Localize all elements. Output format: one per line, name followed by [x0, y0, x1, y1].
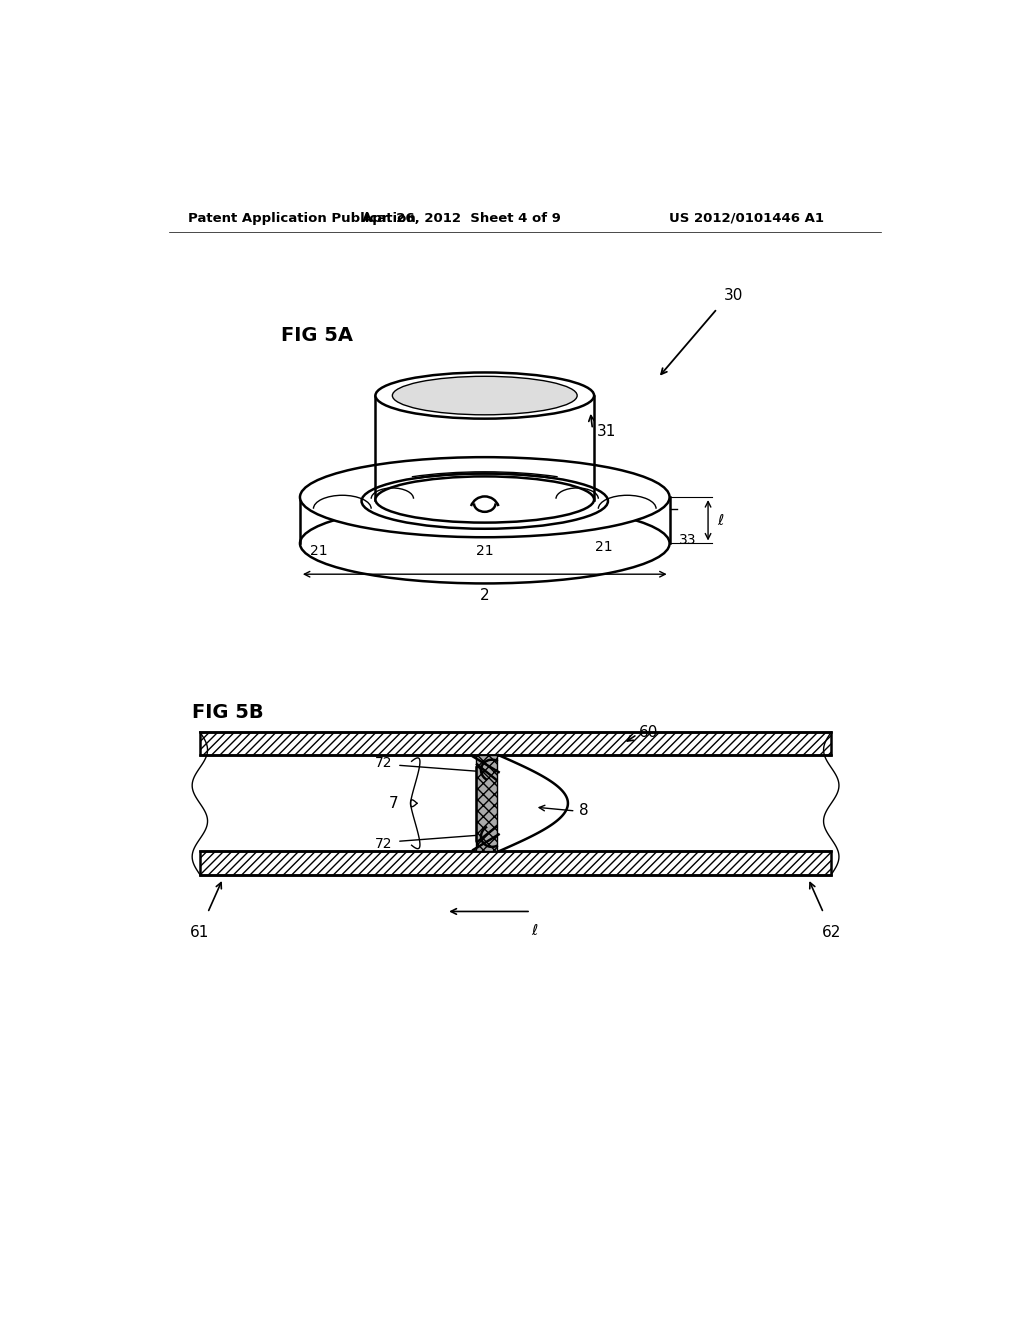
- Text: FIG 5A: FIG 5A: [281, 326, 352, 345]
- Ellipse shape: [376, 477, 594, 523]
- Text: 21: 21: [476, 544, 494, 558]
- Text: 21: 21: [595, 540, 613, 554]
- Bar: [475, 755, 497, 851]
- Text: ℓ: ℓ: [717, 512, 724, 528]
- Text: 7: 7: [389, 796, 398, 810]
- Text: Apr. 26, 2012  Sheet 4 of 9: Apr. 26, 2012 Sheet 4 of 9: [362, 213, 561, 224]
- Text: FIG 5B: FIG 5B: [193, 704, 264, 722]
- Text: 61: 61: [190, 924, 210, 940]
- Text: ℓ: ℓ: [531, 923, 538, 939]
- Text: 62: 62: [821, 924, 841, 940]
- Bar: [200, 733, 831, 755]
- Ellipse shape: [376, 372, 594, 418]
- Text: 60: 60: [639, 725, 658, 739]
- Text: 31: 31: [596, 424, 615, 440]
- Text: 72: 72: [375, 837, 392, 850]
- Text: Patent Application Publication: Patent Application Publication: [188, 213, 416, 224]
- Text: US 2012/0101446 A1: US 2012/0101446 A1: [669, 213, 823, 224]
- Text: 2: 2: [480, 589, 489, 603]
- Text: 72: 72: [375, 756, 392, 770]
- Ellipse shape: [392, 376, 578, 414]
- Ellipse shape: [361, 474, 608, 529]
- Text: 33: 33: [679, 532, 696, 546]
- Bar: [200, 851, 831, 874]
- Text: 30: 30: [724, 288, 742, 304]
- Ellipse shape: [300, 457, 670, 537]
- Bar: [475, 755, 497, 851]
- Text: 8: 8: [579, 804, 589, 818]
- Text: 21: 21: [310, 544, 328, 558]
